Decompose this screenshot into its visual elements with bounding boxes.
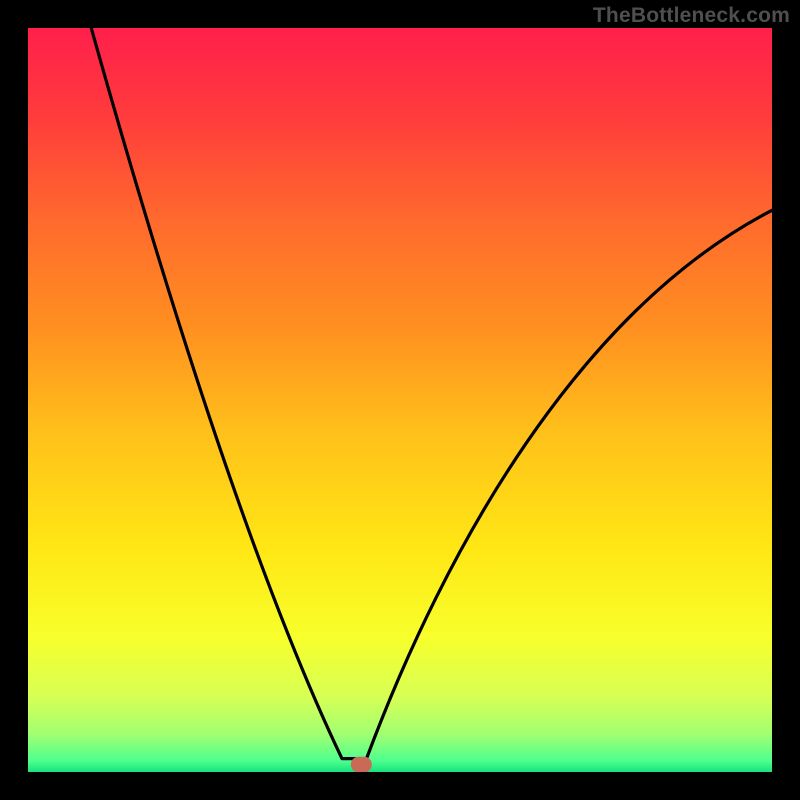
plot-area <box>28 28 772 772</box>
chart-frame: TheBottleneck.com <box>0 0 800 800</box>
minimum-marker <box>351 757 372 772</box>
chart-svg <box>28 28 772 772</box>
gradient-background <box>28 28 772 772</box>
watermark-text: TheBottleneck.com <box>593 4 790 28</box>
